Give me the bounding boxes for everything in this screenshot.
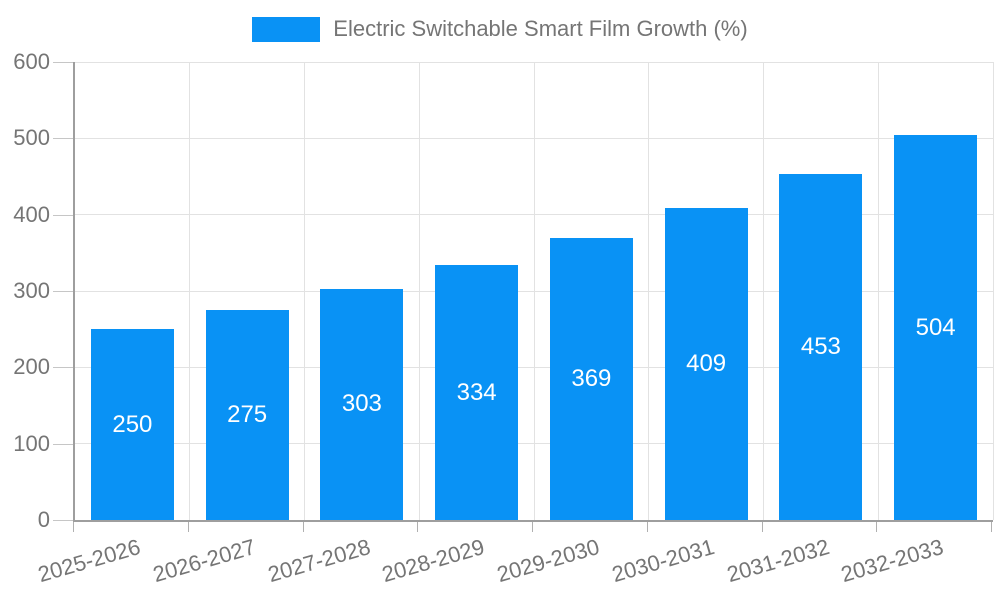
x-tick-mark	[991, 522, 992, 532]
x-tick-label: 2027-2028	[264, 534, 373, 588]
x-tick-mark	[646, 522, 648, 532]
y-tick-mark	[53, 291, 73, 292]
bar-value-label: 369	[571, 365, 612, 393]
x-tick-mark	[187, 522, 189, 532]
legend-swatch-icon	[252, 16, 321, 42]
y-tick-mark	[53, 520, 73, 521]
v-gridline	[877, 62, 879, 520]
x-tick-label: 2030-2031	[608, 534, 718, 588]
y-tick-mark	[53, 138, 73, 140]
v-gridline	[992, 62, 994, 520]
y-tick-mark	[53, 214, 73, 216]
v-gridline	[763, 62, 764, 520]
bar	[894, 135, 978, 520]
x-tick-label: 2031-2032	[723, 534, 832, 588]
bar	[320, 288, 404, 520]
y-tick-label: 400	[13, 201, 50, 227]
chart-legend[interactable]: Electric Switchable Smart Film Growth (%…	[0, 14, 1000, 44]
y-tick-label: 600	[13, 49, 50, 74]
bar-value-label: 250	[112, 410, 153, 438]
bar	[205, 310, 289, 520]
x-tick-mark	[417, 522, 419, 532]
legend-label: Electric Switchable Smart Film Growth (%…	[333, 16, 748, 41]
v-gridline	[648, 62, 650, 520]
bar	[549, 238, 633, 520]
bar-value-label: 453	[800, 333, 841, 361]
x-tick-label: 2029-2030	[494, 534, 603, 588]
bar	[435, 265, 519, 520]
v-gridline	[418, 62, 420, 520]
y-tick-mark	[53, 443, 73, 445]
x-tick-label: 2032-2033	[838, 534, 947, 588]
bar-value-label: 409	[686, 349, 727, 377]
x-tick-mark	[876, 522, 878, 532]
bar-value-label: 275	[227, 401, 268, 429]
x-tick-mark	[532, 522, 533, 532]
x-tick-mark	[73, 522, 74, 532]
plot-area: 250 275 303 334 369 409 453 504	[73, 61, 994, 522]
bar-value-label: 334	[456, 378, 497, 406]
bar-value-label: 504	[915, 313, 956, 341]
x-tick-label: 2028-2029	[379, 534, 488, 588]
bar	[90, 329, 174, 520]
bar	[779, 174, 863, 520]
y-tick-mark	[53, 62, 73, 63]
v-gridline	[304, 62, 305, 520]
y-tick-label: 100	[13, 430, 50, 456]
v-gridline	[189, 62, 191, 520]
y-tick-mark	[53, 367, 73, 369]
x-tick-label: 2025-2026	[35, 534, 144, 588]
y-tick-label: 500	[13, 125, 50, 151]
bar-value-label: 303	[341, 390, 382, 418]
x-tick-mark	[302, 522, 304, 532]
x-tick-mark	[761, 522, 763, 532]
bar	[664, 207, 748, 520]
y-tick-label: 200	[13, 354, 50, 380]
y-tick-label: 0	[37, 507, 50, 532]
y-tick-label: 300	[13, 278, 50, 303]
x-tick-label: 2026-2027	[149, 534, 259, 588]
v-gridline	[533, 62, 535, 520]
